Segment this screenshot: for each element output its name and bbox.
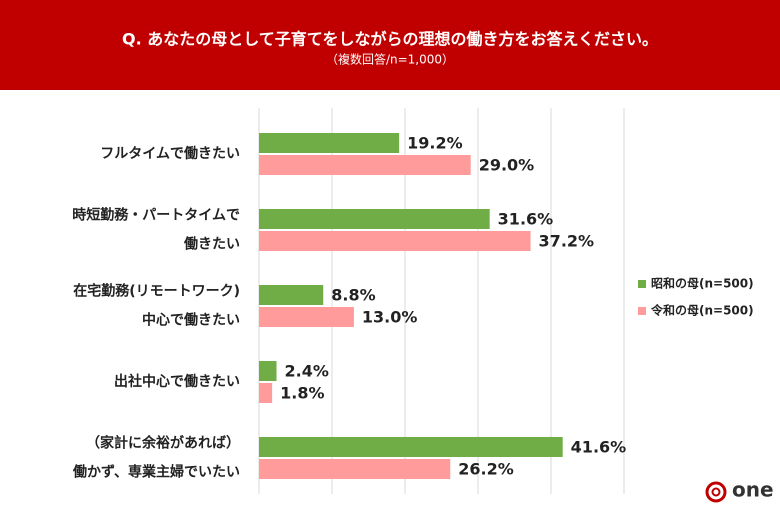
chart-subtitle: （複数回答/n=1,000） <box>326 52 454 67</box>
value-label: 2.4% <box>285 362 329 381</box>
chart-title: Q. あなたの母として子育てをしながらの理想の働き方をお答えください。 <box>122 30 658 49</box>
legend-label: 令和の母(n=500) <box>650 303 754 318</box>
brand: one <box>732 478 774 502</box>
bar <box>259 437 563 457</box>
value-label: 41.6% <box>571 438 627 457</box>
bar <box>259 361 277 381</box>
logo-icon <box>711 487 721 497</box>
bar <box>259 307 354 327</box>
category-label: フルタイムで働きたい <box>100 145 240 162</box>
category-label: 働きたい <box>183 236 240 253</box>
category-label: （家計に余裕があれば） <box>86 435 240 452</box>
logo: one <box>705 478 774 503</box>
bar <box>259 285 324 305</box>
bar <box>259 231 531 251</box>
logo-icon <box>705 481 727 503</box>
category-label: 出社中心で働きたい <box>114 373 240 390</box>
value-label: 8.8% <box>331 286 375 305</box>
bar <box>259 209 490 229</box>
value-label: 19.2% <box>407 134 463 153</box>
bar <box>259 155 471 175</box>
value-label: 37.2% <box>539 232 595 251</box>
value-label: 1.8% <box>280 384 324 403</box>
value-label: 26.2% <box>458 460 514 479</box>
category-label: 在宅勤務(リモートワーク) <box>73 283 240 300</box>
legend-swatch <box>638 307 646 315</box>
legend-swatch <box>638 280 646 288</box>
bar <box>259 459 451 479</box>
value-label: 31.6% <box>498 210 554 229</box>
bar <box>259 133 400 153</box>
value-label: 13.0% <box>362 308 418 327</box>
header <box>0 0 780 90</box>
category-label: 中心で働きたい <box>142 312 240 329</box>
value-label: 29.0% <box>479 156 535 175</box>
legend-label: 昭和の母(n=500) <box>651 276 754 291</box>
category-label: 時短勤務・パートタイムで <box>72 207 240 224</box>
category-label: 働かず、専業主婦でいたい <box>72 464 240 481</box>
bar <box>259 383 273 403</box>
